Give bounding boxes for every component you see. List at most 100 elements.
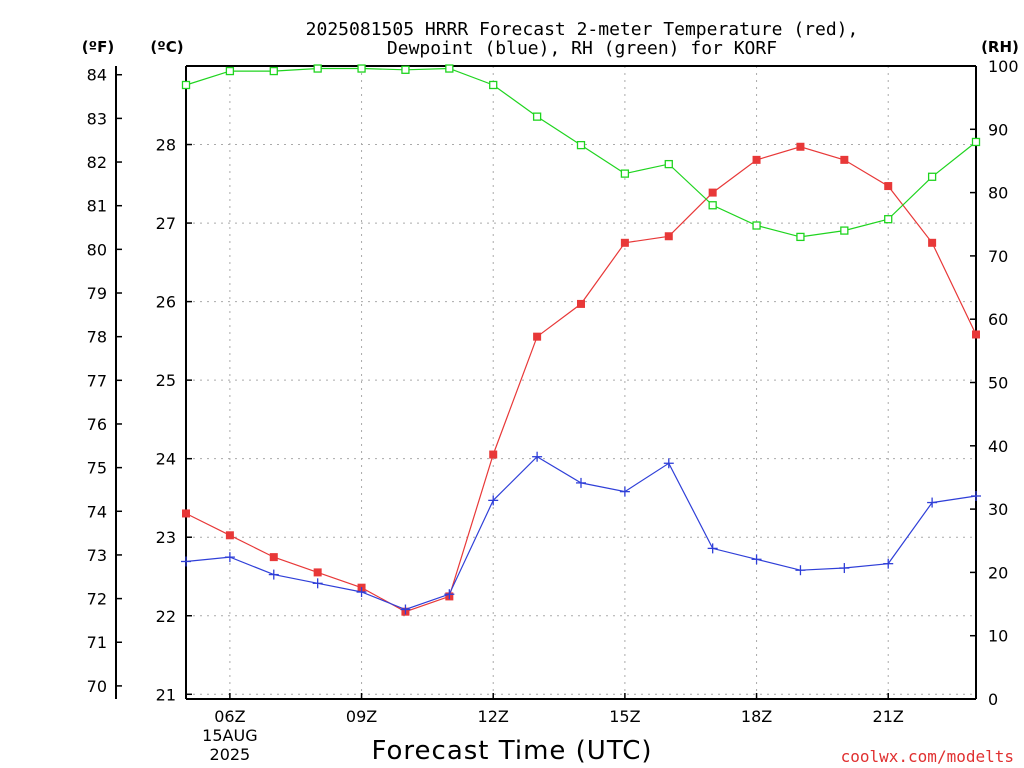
temperature-point — [972, 330, 980, 339]
series-0 — [182, 142, 980, 616]
temperature-point — [313, 568, 322, 577]
fahrenheit-unit-label: (ºF) — [82, 38, 114, 56]
celsius-tick-label: 24 — [156, 450, 176, 469]
x-tick-date-label: 15AUG — [202, 726, 257, 745]
dewpoint-point — [488, 495, 499, 506]
grid-lines — [186, 66, 976, 699]
dewpoint-point — [268, 569, 279, 580]
rh-tick-label: 100 — [988, 57, 1019, 76]
rh-point — [445, 64, 454, 73]
rh-tick-label: 10 — [988, 627, 1008, 646]
rh-tick-label: 50 — [988, 374, 1008, 393]
temperature-point — [269, 553, 278, 562]
series-line — [185, 146, 977, 613]
chart-title-line-1: 2025081505 HRRR Forecast 2-meter Tempera… — [306, 19, 859, 40]
rh-point — [884, 215, 893, 224]
x-tick-label: 12Z — [478, 707, 509, 726]
temperature-point — [489, 450, 498, 459]
rh-tick-label: 40 — [988, 437, 1008, 456]
fahrenheit-tick-label: 75 — [87, 459, 107, 478]
temperature-point — [840, 155, 849, 164]
dewpoint-point — [181, 556, 191, 567]
rh-point — [576, 140, 586, 150]
fahrenheit-tick-label: 70 — [87, 677, 107, 696]
dewpoint-point — [707, 543, 718, 554]
x-tick-label: 09Z — [346, 707, 377, 726]
fahrenheit-tick-label: 71 — [87, 633, 107, 652]
rh-point — [971, 137, 981, 147]
dewpoint-point — [400, 604, 411, 615]
dewpoint-point — [839, 563, 850, 574]
x-tick-label: 06Z — [214, 707, 245, 726]
celsius-tick-label: 28 — [156, 136, 176, 155]
rh-point — [401, 65, 410, 74]
dewpoint-point — [795, 565, 806, 576]
celsius-tick-label: 25 — [156, 371, 176, 390]
x-tick-label: 15Z — [609, 707, 640, 726]
celsius-unit-label: (ºC) — [150, 38, 183, 56]
rh-point — [225, 66, 235, 76]
rh-tick-label: 90 — [988, 120, 1008, 139]
fahrenheit-tick-label: 73 — [87, 546, 107, 565]
dewpoint-point — [971, 491, 981, 502]
dewpoint-point — [576, 477, 586, 488]
rh-tick-label: 80 — [988, 184, 1008, 203]
fahrenheit-tick-label: 77 — [87, 371, 107, 390]
fahrenheit-tick-label: 83 — [87, 109, 107, 128]
temperature-point — [664, 232, 673, 241]
rh-point — [708, 201, 717, 210]
rh-tick-label: 60 — [988, 310, 1008, 329]
temperature-point — [225, 531, 234, 540]
temperature-point — [928, 238, 937, 247]
celsius-tick-label: 27 — [156, 214, 176, 233]
dewpoint-point — [224, 552, 235, 563]
dewpoint-point — [927, 497, 938, 508]
fahrenheit-tick-label: 74 — [87, 502, 107, 521]
dewpoint-point — [883, 558, 894, 569]
fahrenheit-tick-label: 79 — [87, 284, 107, 303]
rh-point — [927, 172, 937, 181]
temperature-point — [620, 238, 629, 247]
data-series — [181, 64, 981, 616]
celsius-tick-label: 23 — [156, 528, 176, 547]
series-2 — [181, 64, 981, 242]
x-tick-label: 21Z — [873, 707, 904, 726]
temperature-point — [752, 155, 761, 164]
temperature-point — [182, 509, 190, 518]
rh-point — [796, 232, 805, 242]
dewpoint-point — [751, 554, 762, 565]
celsius-tick-label: 21 — [156, 685, 176, 704]
fahrenheit-tick-label: 80 — [87, 240, 107, 259]
rh-point — [664, 159, 673, 169]
dewpoint-point — [312, 578, 323, 589]
chart-title-line-2: Dewpoint (blue), RH (green) for KORF — [387, 38, 777, 59]
celsius-tick-label: 26 — [156, 293, 176, 312]
x-tick-year-label: 2025 — [210, 745, 251, 764]
dewpoint-point — [444, 589, 455, 600]
dewpoint-point — [356, 587, 367, 598]
rh-point — [840, 226, 849, 235]
dewpoint-point — [619, 486, 630, 497]
dewpoint-point — [532, 451, 543, 462]
x-axis-label: Forecast Time (UTC) — [371, 736, 652, 766]
rh-unit-label: (RH) — [981, 38, 1019, 56]
temperature-point — [796, 142, 805, 151]
credit-text: coolwx.com/modelts — [841, 747, 1014, 766]
temperature-point — [708, 188, 717, 197]
rh-point — [181, 80, 191, 90]
rh-point — [357, 64, 366, 73]
celsius-tick-label: 22 — [156, 607, 176, 626]
temperature-point — [533, 332, 542, 341]
rh-tick-label: 20 — [988, 563, 1008, 582]
fahrenheit-tick-label: 82 — [87, 153, 107, 172]
temperature-point — [884, 182, 893, 191]
fahrenheit-tick-label: 81 — [87, 197, 107, 216]
fahrenheit-tick-label: 84 — [87, 66, 107, 85]
fahrenheit-tick-label: 78 — [87, 328, 107, 347]
series-line — [185, 67, 977, 238]
rh-tick-label: 30 — [988, 500, 1008, 519]
rh-point — [313, 64, 322, 73]
rh-point — [489, 80, 498, 90]
rh-point — [532, 112, 542, 121]
